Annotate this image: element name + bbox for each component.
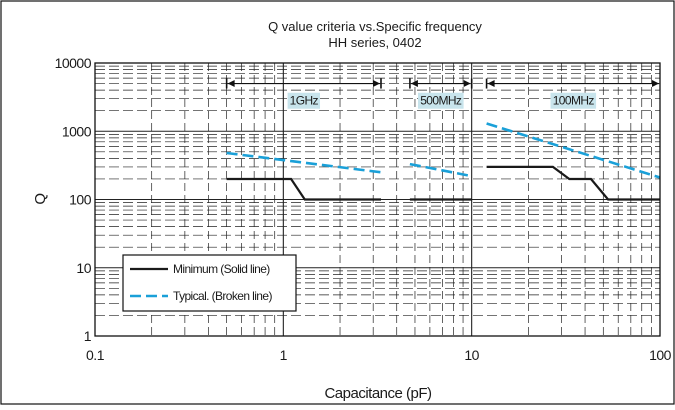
legend-box [122,254,297,312]
band-right-arrowhead [372,80,380,88]
y-tick-label: 1 [84,328,92,344]
plot-area-border [94,62,661,337]
x-axis-label: Capacitance (pF) [324,385,432,402]
y-tick-label: 10000 [55,55,92,71]
band-right-arrowhead [463,80,471,88]
chart-title: Q value criteria vs.Specific frequency [268,19,482,34]
y-axis-label: Q [32,193,49,204]
typical-line-500mhz [409,162,472,178]
legend-label: Minimum (Solid line) [173,262,270,276]
band-left-arrowhead [487,80,495,88]
x-tick-label: 0.1 [86,347,105,363]
tick-labels: 0.1 1 10 100 10000 1000 100 10 1 [55,55,673,363]
minimum-line-1ghz [226,177,381,201]
band-label: 100MHz [553,94,595,108]
band-100mhz: 100MHz [485,78,659,109]
frequency-bands: 1GHz 500MHz 100MHz [225,78,659,109]
legend-label: Typical. (Broken line) [173,289,272,303]
x-tick-label: 10 [464,347,479,363]
band-label: 1GHz [290,94,319,108]
y-tick-label: 100 [69,192,92,208]
typical-line-100mhz [486,122,661,179]
x-tick-label: 100 [649,347,672,363]
band-1ghz: 1GHz [225,78,382,109]
x-tick-label: 1 [280,347,288,363]
y-tick-label: 10 [76,260,91,276]
band-label: 500MHz [420,94,462,108]
band-500mhz: 500MHz [409,78,473,109]
band-label-bg [550,92,597,109]
chart-subtitle: HH series, 0402 [328,35,421,50]
typical-line-1ghz [226,151,382,174]
band-label-bg [287,92,321,109]
band-label-bg [417,92,464,109]
series-lines [226,122,661,201]
band-left-arrowhead [227,80,235,88]
y-tick-label: 1000 [62,123,92,139]
legend: Minimum (Solid line) Typical. (Broken lin… [122,254,297,312]
band-left-arrowhead [410,80,418,88]
band-right-arrowhead [652,80,659,88]
minimum-line-100mhz [486,165,660,201]
